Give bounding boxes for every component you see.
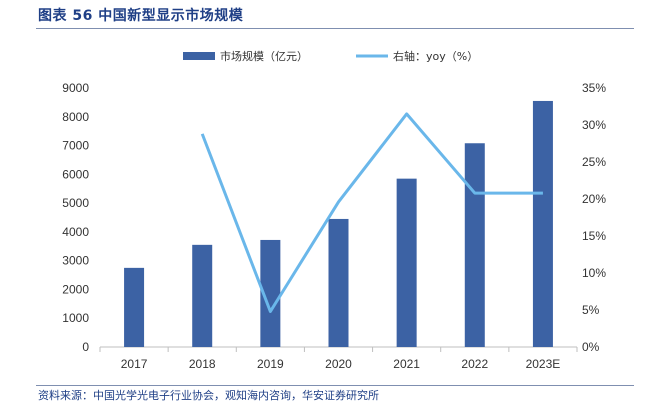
x-tick-label: 2019 — [257, 357, 284, 371]
right-tick-label: 10% — [582, 266, 606, 280]
bar-2021 — [396, 178, 417, 347]
x-tick-label: 2017 — [121, 357, 148, 371]
yoy-line — [200, 112, 543, 313]
left-tick-label: 0 — [82, 340, 89, 354]
bar-2019 — [260, 239, 281, 347]
figure-title: 图表 56 中国新型显示市场规模 — [38, 8, 244, 24]
right-tick-label: 20% — [582, 192, 606, 206]
left-tick-label: 5000 — [62, 196, 89, 210]
right-tick-label: 35% — [582, 81, 606, 95]
left-tick-label: 9000 — [62, 81, 89, 95]
left-tick-label: 4000 — [62, 225, 89, 239]
bar-2020 — [328, 218, 349, 347]
right-tick-label: 30% — [582, 118, 606, 132]
bar-2017 — [124, 267, 145, 347]
right-tick-label: 15% — [582, 229, 606, 243]
right-tick-label: 0% — [582, 340, 600, 354]
right-tick-label: 5% — [582, 303, 600, 317]
footer-divider — [36, 385, 634, 386]
bar-2018 — [192, 244, 213, 347]
x-tick-label: 2018 — [189, 357, 216, 371]
left-tick-label: 7000 — [62, 139, 89, 153]
legend-bar-label: 市场规模（亿元） — [220, 49, 308, 63]
bar-2022 — [464, 143, 485, 347]
axes: 2017 2018 2019 2020 2021 2022 2023E 0 1000 2000 30… — [62, 81, 606, 371]
left-tick-label: 8000 — [62, 110, 89, 124]
legend: 市场规模（亿元） 右轴：yoy（%） — [183, 49, 478, 63]
left-tick-label: 1000 — [62, 311, 89, 325]
x-tick-label: 2021 — [393, 357, 420, 371]
left-tick-label: 3000 — [62, 254, 89, 268]
right-tick-label: 25% — [582, 155, 606, 169]
x-tick-label: 2023E — [526, 357, 561, 371]
left-tick-label: 2000 — [62, 282, 89, 296]
source-note: 资料来源：中国光学光电子行业协会，观知海内咨询，华安证券研究所 — [38, 389, 379, 402]
bar-series — [124, 100, 553, 347]
bar-2023E — [532, 100, 553, 347]
x-tick-label: 2022 — [461, 357, 488, 371]
x-tick-label: 2020 — [325, 357, 352, 371]
left-tick-label: 6000 — [62, 167, 89, 181]
legend-bar-swatch — [183, 52, 215, 60]
legend-line-label: 右轴：yoy（%） — [393, 49, 478, 63]
yoy-series — [200, 112, 543, 313]
title-divider — [36, 28, 634, 29]
